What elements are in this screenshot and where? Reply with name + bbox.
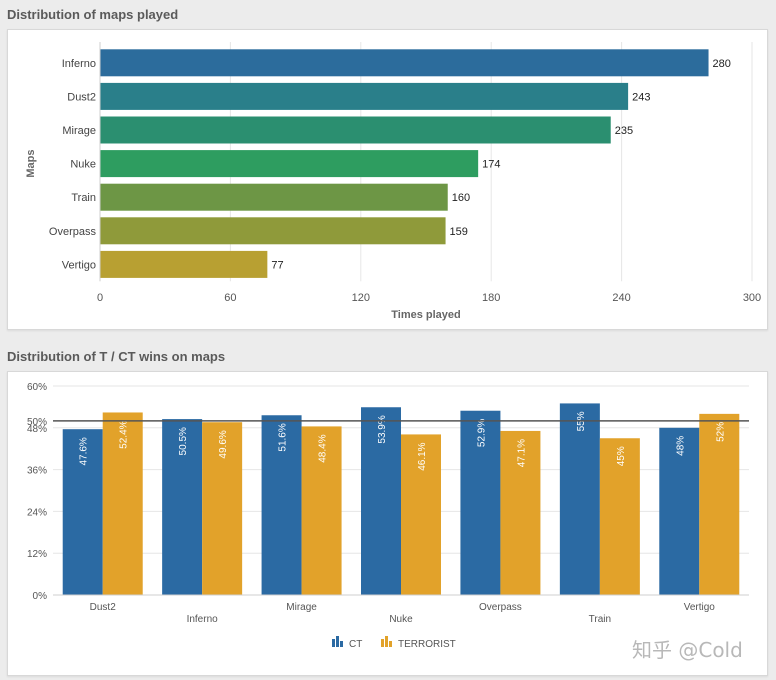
- x-tick-label: 60: [224, 292, 236, 304]
- bar[interactable]: [100, 217, 446, 245]
- bar-value-label: 45%: [616, 446, 627, 466]
- bar-ct[interactable]: [559, 403, 600, 595]
- y-tick-label: 24%: [27, 507, 47, 518]
- bar-terrorist[interactable]: [599, 438, 640, 595]
- bar[interactable]: [100, 183, 448, 211]
- win-distribution-panel: 0% 12% 24% 36% 48% 60% 50% 47.6% 52.4% Dust2 50.5%…: [7, 371, 768, 676]
- bar-ct[interactable]: [162, 419, 203, 595]
- y-tick-label: 60%: [27, 382, 47, 393]
- maps-played-chart: 0 60 120 180 240 300 Inferno 280 Dust2 243 Mirage 2…: [25, 42, 761, 321]
- x-tick-label: 300: [743, 292, 761, 304]
- reference-line-label: 50%: [27, 417, 47, 428]
- bar-value-label: 51.6%: [278, 423, 289, 451]
- x-tick-label: 120: [352, 292, 370, 304]
- bar-value-label: 48.4%: [318, 434, 329, 462]
- y-category-label: Train: [71, 192, 96, 204]
- maps-played-panel: 0 60 120 180 240 300 Inferno 280 Dust2 243 Mirage 2…: [7, 29, 768, 330]
- y-category-label: Overpass: [49, 226, 97, 238]
- x-category-label: Overpass: [479, 602, 522, 613]
- bar-value-label: 160: [452, 192, 470, 204]
- y-tick-label: 48%: [27, 424, 47, 435]
- bar-value-label: 47.6%: [79, 437, 90, 465]
- bar-value-label: 50.5%: [178, 427, 189, 455]
- x-tick-label: 0: [97, 292, 103, 304]
- y-category-label: Vertigo: [62, 259, 96, 271]
- bar-value-label: 52%: [715, 422, 726, 442]
- bar[interactable]: [100, 49, 709, 77]
- bar-terrorist[interactable]: [301, 426, 342, 595]
- y-category-label: Dust2: [67, 91, 96, 103]
- bar-terrorist[interactable]: [401, 434, 441, 595]
- legend-icon: [332, 639, 335, 647]
- bar-ct[interactable]: [659, 427, 700, 595]
- x-category-label: Dust2: [90, 602, 117, 613]
- legend-icon: [381, 639, 384, 647]
- bar-terrorist[interactable]: [699, 413, 740, 595]
- bar-value-label: 52.9%: [476, 419, 487, 447]
- chart1-title: Distribution of maps played: [7, 7, 179, 22]
- bar-value-label: 49.6%: [218, 430, 229, 458]
- y-category-label: Mirage: [62, 125, 96, 137]
- legend-label: CT: [349, 639, 362, 650]
- bar-terrorist[interactable]: [202, 422, 243, 595]
- y-category-label: Nuke: [70, 159, 96, 171]
- x-category-label: Mirage: [286, 602, 317, 613]
- bar-terrorist[interactable]: [102, 412, 143, 595]
- y-tick-label: 0%: [33, 591, 48, 602]
- y-category-label: Inferno: [62, 58, 96, 70]
- bar[interactable]: [100, 250, 268, 278]
- bar-value-label: 159: [450, 226, 468, 238]
- legend-icon: [340, 641, 343, 647]
- legend-item-terrorist[interactable]: TERRORIST: [381, 636, 456, 650]
- legend-icon: [385, 636, 388, 647]
- bar-ct[interactable]: [460, 410, 501, 595]
- x-category-label: Nuke: [389, 614, 413, 625]
- y-tick-label: 36%: [27, 466, 47, 477]
- x-axis-title: Times played: [391, 309, 461, 321]
- y-tick-label: 12%: [27, 549, 47, 560]
- bar-value-label: 47.1%: [516, 439, 527, 467]
- bar-value-label: 174: [482, 159, 500, 171]
- y-axis-title: Maps: [25, 150, 37, 178]
- bar-ct[interactable]: [261, 415, 302, 595]
- x-category-label: Inferno: [187, 614, 219, 625]
- bar-value-label: 46.1%: [417, 442, 428, 470]
- x-category-label: Vertigo: [684, 602, 716, 613]
- bar-value-label: 53.9%: [377, 415, 388, 443]
- chart2-title: Distribution of T / CT wins on maps: [7, 349, 226, 364]
- bar-value-label: 280: [713, 58, 731, 70]
- bar[interactable]: [100, 82, 629, 110]
- legend-icon: [336, 636, 339, 647]
- legend-item-ct[interactable]: CT: [332, 636, 362, 650]
- bar-value-label: 48%: [675, 436, 686, 456]
- watermark: 知乎 @Cold: [632, 638, 743, 662]
- bar-ct[interactable]: [62, 429, 103, 595]
- bar-value-label: 52.4%: [119, 420, 130, 448]
- bar-ct[interactable]: [361, 407, 401, 595]
- legend-label: TERRORIST: [398, 639, 456, 650]
- bar-value-label: 243: [632, 91, 650, 103]
- bar-terrorist[interactable]: [500, 430, 541, 595]
- x-tick-label: 240: [612, 292, 630, 304]
- legend-icon: [389, 641, 392, 647]
- bar[interactable]: [100, 116, 611, 144]
- x-tick-label: 180: [482, 292, 500, 304]
- bar[interactable]: [100, 150, 479, 178]
- x-category-label: Train: [589, 614, 611, 625]
- bar-value-label: 235: [615, 125, 633, 137]
- win-distribution-chart: 0% 12% 24% 36% 48% 60% 50% 47.6% 52.4% Dust2 50.5%…: [27, 382, 749, 650]
- bar-value-label: 77: [271, 259, 283, 271]
